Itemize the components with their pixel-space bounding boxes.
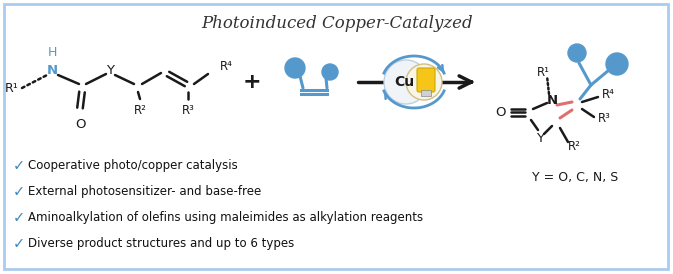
Circle shape	[285, 58, 305, 78]
Text: R³: R³	[598, 113, 610, 125]
Text: R³: R³	[182, 104, 194, 117]
Text: ✓: ✓	[13, 210, 26, 226]
Text: Aminoalkylation of olefins using maleimides as alkylation reagents: Aminoalkylation of olefins using maleimi…	[28, 212, 423, 224]
FancyBboxPatch shape	[417, 68, 435, 92]
Text: R⁴: R⁴	[220, 59, 233, 73]
Text: R¹: R¹	[536, 65, 549, 78]
Text: Y: Y	[536, 132, 544, 144]
Circle shape	[384, 60, 428, 104]
Text: H: H	[47, 47, 57, 59]
Text: O: O	[495, 105, 505, 118]
Text: Y: Y	[106, 64, 114, 76]
Text: Cu: Cu	[394, 75, 414, 89]
Circle shape	[606, 53, 628, 75]
Text: N: N	[546, 93, 557, 107]
FancyBboxPatch shape	[421, 90, 431, 96]
Text: ✓: ✓	[13, 184, 26, 199]
Text: ✓: ✓	[13, 236, 26, 252]
Text: Y = O, C, N, S: Y = O, C, N, S	[532, 172, 618, 184]
Text: External photosensitizer- and base-free: External photosensitizer- and base-free	[28, 185, 261, 198]
Text: Diverse product structures and up to 6 types: Diverse product structures and up to 6 t…	[28, 238, 294, 250]
Text: R¹: R¹	[4, 81, 18, 95]
Text: ✓: ✓	[13, 158, 26, 173]
Text: N: N	[46, 64, 58, 76]
Text: +: +	[243, 72, 261, 92]
Text: O: O	[75, 118, 85, 131]
Text: Photoinduced Copper-Catalyzed: Photoinduced Copper-Catalyzed	[201, 15, 473, 32]
Circle shape	[406, 64, 442, 100]
Text: R²: R²	[133, 104, 147, 117]
Circle shape	[568, 44, 586, 62]
Text: R⁴: R⁴	[602, 89, 614, 101]
Circle shape	[322, 64, 338, 80]
Text: Cooperative photo/copper catalysis: Cooperative photo/copper catalysis	[28, 159, 238, 173]
Text: R²: R²	[567, 141, 580, 153]
